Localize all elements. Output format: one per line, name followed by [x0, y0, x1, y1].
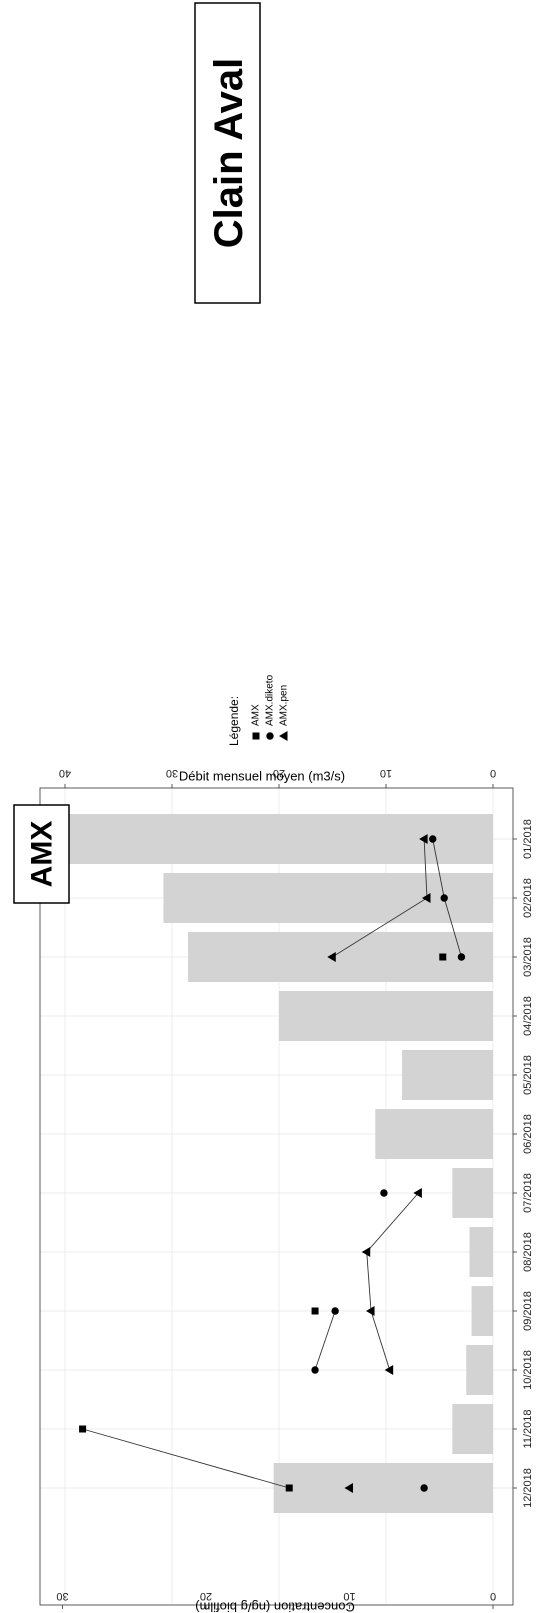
marker-AMX-09/2018	[311, 1307, 319, 1315]
legend-label-AMX: AMX	[251, 704, 262, 726]
concentration-tick-label: 30	[56, 1590, 68, 1602]
flow-bar-08/2018	[469, 1227, 493, 1277]
series-lines	[82, 838, 462, 1489]
flow-bar-06/2018	[375, 1109, 493, 1159]
flow-bar-01/2018	[62, 814, 494, 864]
marker-AMX.diketo-07/2018	[380, 1189, 388, 1197]
marker-AMX.pen-09/2018	[366, 1306, 375, 1316]
legend-key-AMX.pen	[279, 731, 288, 741]
flow-bar-10/2018	[466, 1345, 493, 1395]
marker-AMX-12/2018	[285, 1484, 293, 1492]
plot-border	[39, 787, 514, 1606]
marker-AMX.pen-03/2018	[327, 952, 336, 962]
category-label-02/2018: 02/2018	[522, 878, 534, 918]
flow-bar-04/2018	[279, 991, 493, 1041]
series-line-AMX.pen	[332, 897, 428, 958]
category-label-06/2018: 06/2018	[522, 1114, 534, 1154]
category-label-01/2018: 01/2018	[522, 819, 534, 859]
series-line-AMX.pen	[366, 1192, 419, 1253]
series-line-AMX.pen	[423, 838, 428, 899]
marker-AMX.pen-12/2018	[344, 1483, 353, 1493]
series-line-AMX.pen	[370, 1310, 391, 1371]
legend-entries: AMX AMX.diketo AMX.pen	[251, 674, 290, 741]
series-markers	[79, 834, 466, 1493]
category-label-11/2018: 11/2018	[522, 1410, 534, 1449]
series-line-AMX.diketo	[314, 1310, 336, 1371]
marker-AMX.pen-10/2018	[384, 1365, 394, 1375]
station-title-frame	[194, 2, 261, 304]
concentration-axis-ticks: 0 10 20 30	[56, 1590, 496, 1609]
flow-bar-07/2018	[452, 1168, 493, 1218]
marker-AMX.diketo-02/2018	[440, 894, 448, 902]
marker-AMX.diketo-09/2018	[331, 1307, 339, 1315]
flow-tick-label: 20	[273, 767, 285, 779]
category-label-12/2018: 12/2018	[522, 1468, 534, 1508]
flow-tick-label: 10	[380, 767, 392, 779]
flow-tick-label: 40	[59, 767, 71, 779]
flow-bar-12/2018	[273, 1463, 493, 1513]
category-label-03/2018: 03/2018	[522, 937, 534, 977]
flow-tick-label: 0	[490, 767, 496, 779]
legend-title: Légende:	[227, 696, 241, 746]
marker-AMX-11/2018	[79, 1425, 87, 1433]
category-label-05/2018: 05/2018	[522, 1055, 534, 1095]
flow-bar-05/2018	[402, 1050, 493, 1100]
legend-label-AMX.pen: AMX.pen	[279, 685, 290, 726]
flow-axis-ticks: 0 10 20 30 40	[59, 767, 496, 788]
marker-AMX.diketo-12/2018	[420, 1484, 428, 1492]
marker-AMX.diketo-10/2018	[311, 1366, 319, 1374]
legend-key-AMX.diketo	[266, 732, 274, 740]
flow-bar-11/2018	[452, 1404, 493, 1454]
station-title: Clain Aval	[207, 58, 251, 248]
concentration-tick-label: 20	[200, 1590, 212, 1602]
flow-bar-03/2018	[188, 932, 494, 982]
series-line-AMX.diketo	[443, 897, 462, 958]
concentration-axis-title: Concentration (ng/g biofilm)	[195, 1600, 355, 1613]
concentration-tick-label: 0	[490, 1590, 496, 1602]
legend-label-AMX.diketo: AMX.diketo	[265, 674, 276, 726]
marker-AMX.pen-08/2018	[361, 1247, 371, 1257]
category-axis-ticks: 01/2018 02/2018 03/2018 04/2018 05/2018 06/20…	[513, 819, 534, 1508]
series-line-AMX.pen	[366, 1251, 372, 1312]
marker-AMX.pen-01/2018	[419, 834, 428, 844]
flow-axis-title: Débit mensuel moyen (m3/s)	[179, 769, 345, 784]
bars	[62, 814, 494, 1513]
category-label-09/2018: 09/2018	[522, 1291, 534, 1331]
panel-label: AMX	[26, 821, 59, 888]
concentration-tick-label: 10	[343, 1590, 355, 1602]
category-label-10/2018: 10/2018	[522, 1350, 534, 1390]
marker-AMX.pen-02/2018	[421, 893, 431, 903]
category-label-07/2018: 07/2018	[522, 1173, 534, 1213]
category-label-04/2018: 04/2018	[522, 996, 534, 1036]
category-label-08/2018: 08/2018	[522, 1232, 534, 1272]
series-line-AMX.diketo	[432, 838, 445, 899]
legend-key-AMX	[252, 732, 260, 740]
panel-label-box: AMX	[13, 804, 70, 904]
panel-label-frame	[13, 804, 70, 904]
flow-bar-09/2018	[471, 1286, 493, 1336]
marker-AMX.pen-07/2018	[413, 1188, 422, 1198]
marker-AMX.diketo-03/2018	[457, 953, 466, 961]
series-line-AMX	[82, 1428, 290, 1489]
flow-bar-02/2018	[163, 873, 493, 923]
station-title-box: Clain Aval	[194, 2, 261, 304]
legend: Légende: AMX AMX.diketo AMX.pen	[227, 674, 290, 746]
marker-AMX-03/2018	[439, 953, 447, 961]
marker-AMX.diketo-01/2018	[429, 835, 437, 843]
flow-tick-label: 30	[166, 767, 178, 779]
